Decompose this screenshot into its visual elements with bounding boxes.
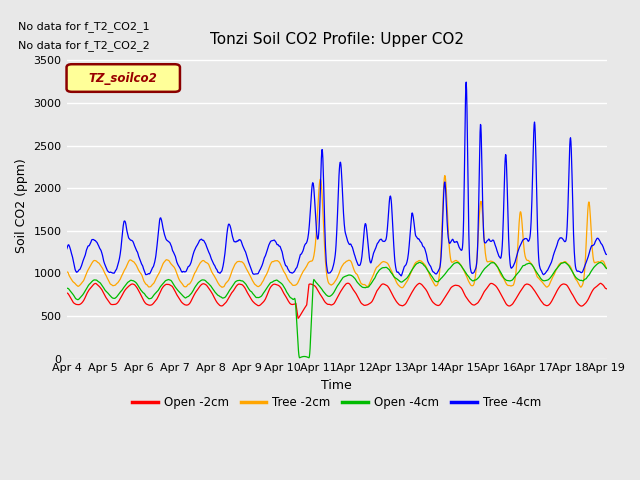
Title: Tonzi Soil CO2 Profile: Upper CO2: Tonzi Soil CO2 Profile: Upper CO2 xyxy=(209,32,463,47)
Y-axis label: Soil CO2 (ppm): Soil CO2 (ppm) xyxy=(15,158,28,252)
X-axis label: Time: Time xyxy=(321,379,352,392)
Legend: Open -2cm, Tree -2cm, Open -4cm, Tree -4cm: Open -2cm, Tree -2cm, Open -4cm, Tree -4… xyxy=(127,392,546,414)
Text: No data for f_T2_CO2_2: No data for f_T2_CO2_2 xyxy=(18,40,150,50)
Text: TZ_soilco2: TZ_soilco2 xyxy=(89,72,157,84)
FancyBboxPatch shape xyxy=(67,64,180,92)
Text: No data for f_T2_CO2_1: No data for f_T2_CO2_1 xyxy=(18,21,150,32)
